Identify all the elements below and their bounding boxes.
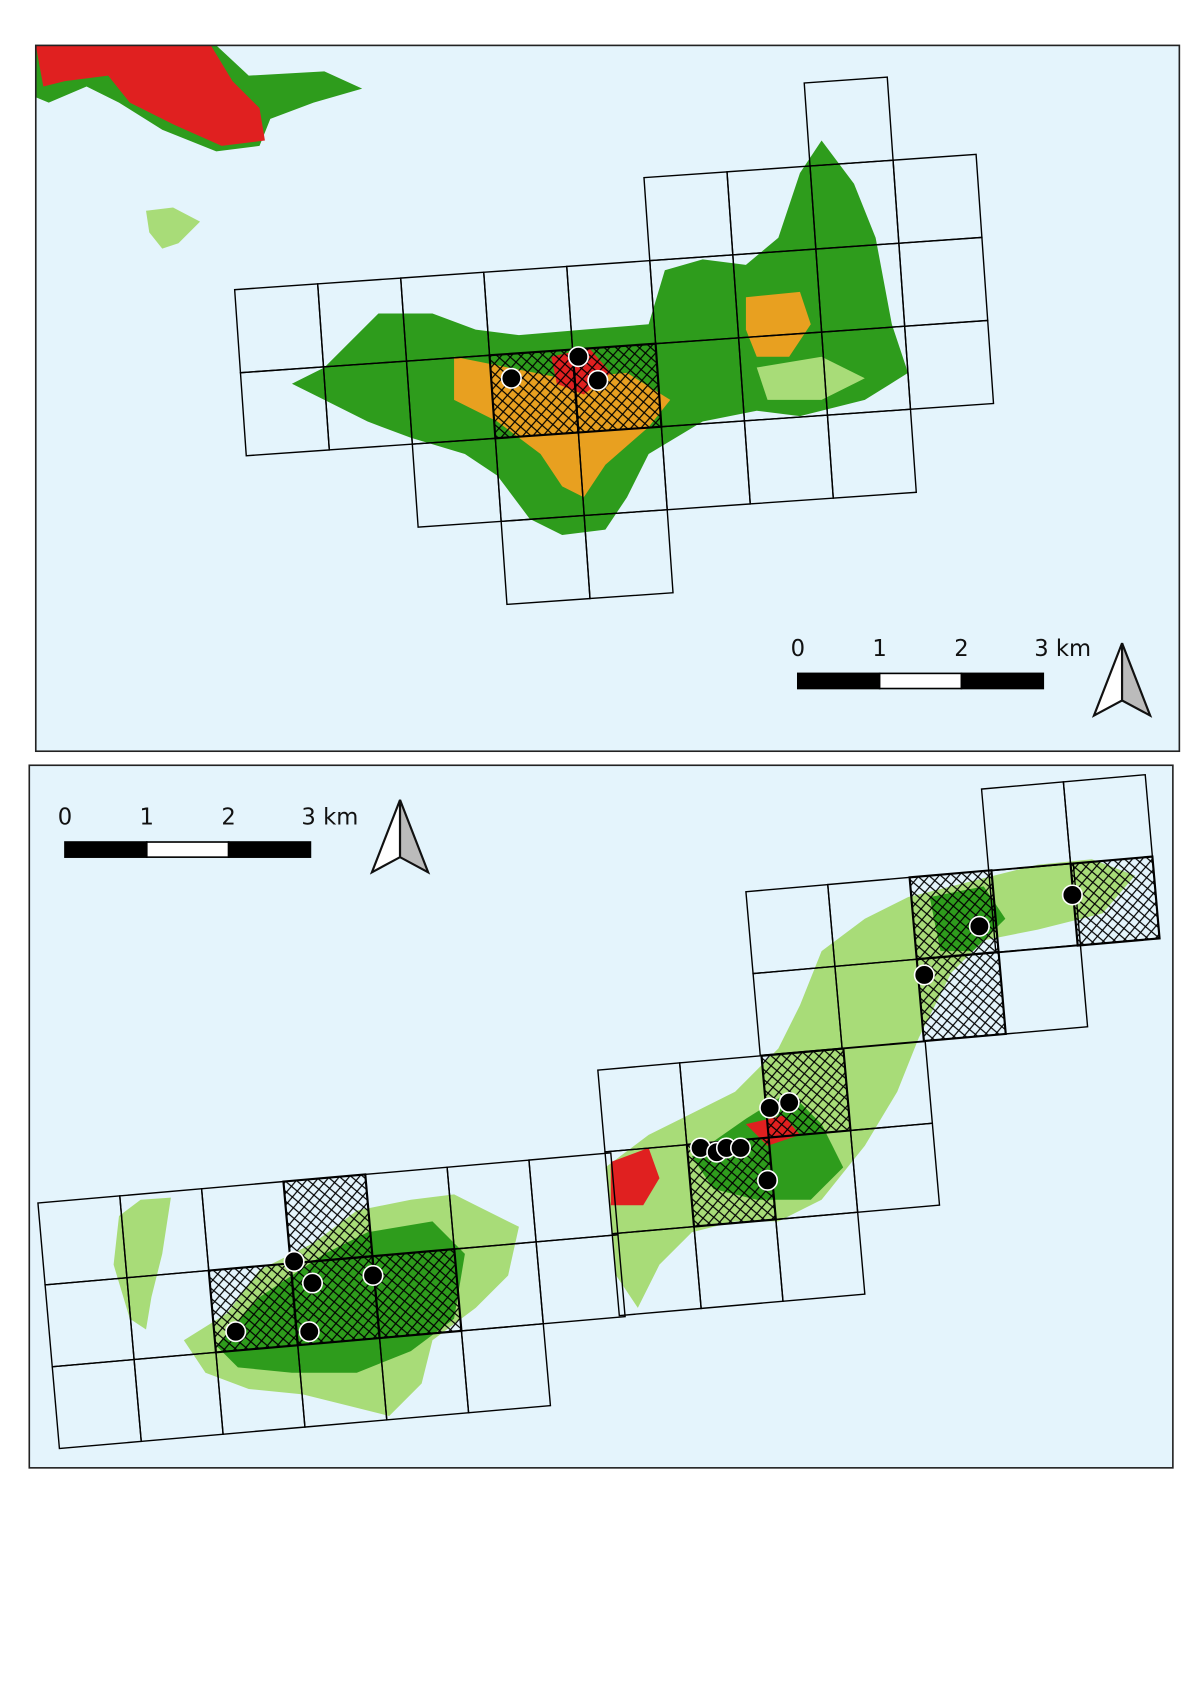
scale-label: 1 bbox=[140, 805, 154, 831]
sighting bbox=[301, 1272, 324, 1294]
grid-cell-occupied bbox=[371, 1247, 463, 1340]
scale-segment bbox=[796, 672, 881, 690]
sightings bbox=[225, 884, 1083, 1343]
grid-cell bbox=[535, 1233, 626, 1325]
sighting bbox=[968, 915, 990, 937]
sighting bbox=[500, 367, 522, 389]
map-2 bbox=[29, 765, 1173, 1468]
grid-cell bbox=[460, 1322, 552, 1414]
scale-segment bbox=[227, 841, 312, 858]
scale-bar: 0 1 2 3 km bbox=[58, 805, 358, 858]
north-arrow bbox=[369, 799, 431, 875]
sighting bbox=[298, 1321, 320, 1343]
islet bbox=[146, 207, 201, 249]
sighting bbox=[587, 369, 609, 392]
grid-cluster bbox=[597, 1040, 941, 1317]
grid-cell bbox=[903, 319, 995, 411]
sighting bbox=[567, 346, 589, 368]
sighting bbox=[778, 1091, 800, 1114]
sighting bbox=[759, 1097, 781, 1119]
grid-cell-occupied bbox=[282, 1173, 374, 1265]
grid-cell-occupied bbox=[760, 1047, 852, 1139]
agriculture bbox=[745, 291, 811, 357]
map-1 bbox=[35, 45, 1180, 752]
sighting bbox=[283, 1250, 305, 1272]
scale-segment bbox=[960, 672, 1045, 690]
scale-label: 3 km bbox=[1034, 636, 1091, 662]
grid bbox=[37, 773, 1161, 1450]
map-frame bbox=[28, 764, 1174, 1469]
scale-label: 3 km bbox=[301, 805, 358, 831]
sighting bbox=[225, 1321, 247, 1343]
sightings bbox=[500, 346, 609, 392]
scale-label: 1 bbox=[872, 636, 886, 662]
sighting bbox=[756, 1169, 779, 1191]
grid-cell-occupied bbox=[488, 348, 580, 440]
urban bbox=[35, 45, 265, 146]
island bbox=[291, 140, 909, 536]
grid-cell bbox=[826, 408, 918, 499]
grid-cell bbox=[849, 1122, 941, 1214]
map-frame bbox=[34, 44, 1181, 753]
scale-segment bbox=[64, 841, 148, 858]
sighting bbox=[729, 1137, 752, 1159]
north-arrow bbox=[1091, 642, 1153, 718]
grid-cell bbox=[583, 508, 674, 600]
land-light bbox=[756, 356, 865, 400]
scale-label: 0 bbox=[791, 636, 805, 662]
sighting bbox=[362, 1264, 384, 1286]
sighting bbox=[913, 964, 935, 986]
grid-cell-occupied bbox=[207, 1262, 299, 1354]
scale-label: 2 bbox=[954, 636, 968, 662]
grid-cluster bbox=[37, 1152, 626, 1450]
grid-cell bbox=[775, 1211, 866, 1303]
scale-label: 0 bbox=[58, 805, 72, 831]
grid-cell-occupied bbox=[1069, 855, 1161, 947]
scale-bar: 0 1 2 3 km bbox=[791, 636, 1091, 690]
grid-cell-occupied bbox=[571, 342, 663, 434]
urban bbox=[610, 1147, 660, 1206]
grid-cell-occupied bbox=[915, 950, 1007, 1043]
scale-label: 2 bbox=[221, 805, 235, 831]
scale-segment bbox=[878, 672, 963, 690]
sighting bbox=[1061, 884, 1083, 906]
grid-cell-occupied bbox=[908, 869, 1000, 961]
scale-segment bbox=[145, 841, 230, 858]
